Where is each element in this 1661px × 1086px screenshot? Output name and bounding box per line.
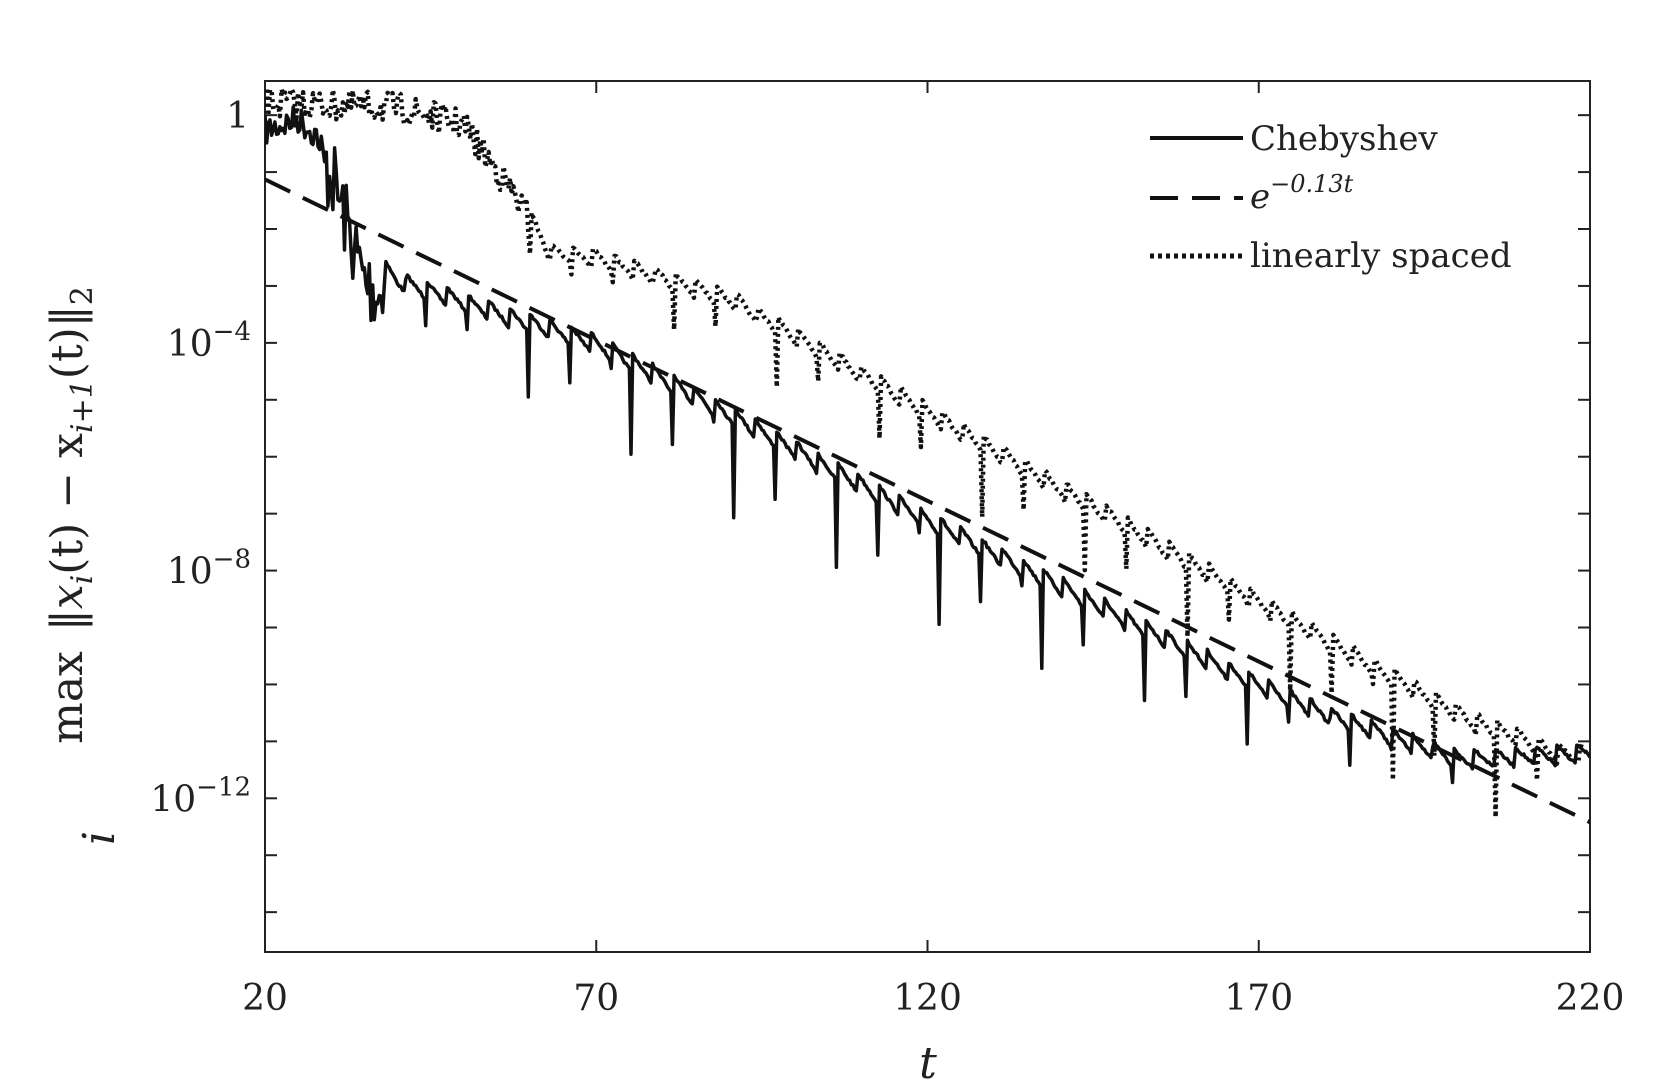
x-tick-label-0: 20 bbox=[242, 978, 288, 1019]
y-axis-label: max ‖xi(t) − xi+1(t)‖2 i bbox=[42, 286, 125, 845]
axis-ticks bbox=[264, 81, 1591, 952]
x-tick-label-3: 170 bbox=[1224, 978, 1293, 1019]
legend-label-chebyshev: Chebyshev bbox=[1250, 119, 1438, 159]
legend-label-linear: linearly spaced bbox=[1250, 236, 1512, 276]
series-linearly-spaced-line bbox=[265, 85, 1590, 820]
svg-text:max ‖xi(t) − xi+1(t)‖2: max ‖xi(t) − xi+1(t)‖2 bbox=[42, 286, 100, 744]
y-tick-label-1: 10−4 bbox=[167, 317, 251, 365]
series-chebyshev-line bbox=[265, 105, 1590, 785]
legend-label-exp: e−0.13t bbox=[1250, 170, 1354, 217]
x-tick-label-2: 120 bbox=[893, 978, 962, 1019]
y-tick-label-2: 10−8 bbox=[167, 545, 251, 593]
x-tick-label-4: 220 bbox=[1556, 978, 1625, 1019]
legend: Chebyshev e−0.13t linearly spaced bbox=[1150, 119, 1512, 276]
y-tick-label-0: 1 bbox=[226, 96, 249, 137]
series-exp-line bbox=[265, 177, 1590, 825]
y-tick-labels: 1 10−4 10−8 10−12 bbox=[150, 96, 251, 820]
series-layer bbox=[265, 85, 1590, 825]
y-tick-label-3: 10−12 bbox=[150, 772, 251, 820]
x-axis-label: t bbox=[919, 1038, 937, 1086]
x-tick-label-1: 70 bbox=[573, 978, 619, 1019]
x-tick-labels: 20 70 120 170 220 bbox=[242, 978, 1624, 1019]
y-axis-label-sub: i bbox=[74, 831, 125, 845]
